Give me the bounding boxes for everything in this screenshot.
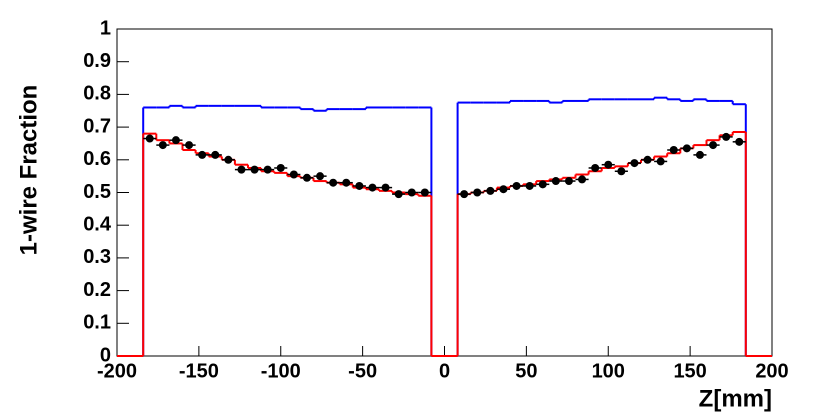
x-tick-label: 200: [755, 360, 788, 382]
data-point: [263, 165, 272, 174]
data-point: [643, 155, 652, 164]
y-tick-label: 0.9: [83, 50, 111, 72]
data-point: [224, 155, 233, 164]
y-tick-label: 1: [100, 17, 111, 39]
y-tick-label: 0.3: [83, 246, 111, 268]
y-tick-label: 0.1: [83, 312, 111, 334]
data-point: [735, 137, 744, 146]
data-point: [551, 177, 560, 186]
data-point: [171, 136, 180, 145]
data-point: [630, 159, 639, 168]
data-point: [578, 175, 587, 184]
data-point: [316, 172, 325, 181]
data-point: [185, 141, 194, 150]
data-point: [473, 188, 482, 197]
data-point: [355, 181, 364, 190]
y-tick-label: 0.7: [83, 115, 111, 137]
data-point: [669, 145, 678, 154]
data-point: [289, 170, 298, 179]
data-point: [420, 188, 429, 197]
data-point: [512, 181, 521, 190]
y-axis-label: 1-wire Fraction: [15, 85, 42, 256]
x-tick-label: 100: [592, 360, 625, 382]
data-point: [237, 165, 246, 174]
x-tick-label: -150: [179, 360, 219, 382]
data-point: [682, 144, 691, 153]
data-point: [538, 180, 547, 189]
data-point: [695, 150, 704, 159]
y-tick-label: 0.6: [83, 148, 111, 170]
data-point: [368, 183, 377, 192]
data-point: [486, 186, 495, 195]
data-point: [656, 157, 665, 166]
x-tick-label: 0: [439, 360, 450, 382]
y-tick-label: 0.5: [83, 181, 111, 203]
y-tick-label: 0: [100, 344, 111, 366]
data-point: [250, 165, 259, 174]
data-point: [722, 132, 731, 141]
data-point: [329, 178, 338, 187]
data-point: [604, 160, 613, 169]
data-point: [302, 173, 311, 182]
plot-frame: [116, 28, 773, 357]
data-point: [525, 181, 534, 190]
data-point: [407, 188, 416, 197]
data-point: [158, 141, 167, 150]
data-point: [381, 183, 390, 192]
x-tick-label: -50: [348, 360, 377, 382]
data-point: [709, 141, 718, 150]
data-point: [591, 163, 600, 172]
data-point: [198, 150, 207, 159]
x-tick-label: -100: [261, 360, 301, 382]
y-tick-label: 0.8: [83, 83, 111, 105]
data-point: [211, 150, 220, 159]
data-point: [617, 167, 626, 176]
y-tick-label: 0.2: [83, 279, 111, 301]
x-tick-label: 150: [673, 360, 706, 382]
data-point: [394, 190, 403, 199]
data-point: [276, 163, 285, 172]
data-point: [145, 134, 154, 143]
y-tick-label: 0.4: [83, 213, 112, 235]
data-point: [564, 177, 573, 186]
data-point: [460, 190, 469, 199]
x-tick-label: -200: [97, 360, 137, 382]
x-tick-label: 50: [515, 360, 537, 382]
x-axis-label: Z[mm]: [699, 385, 772, 412]
data-point: [499, 185, 508, 194]
data-point: [342, 178, 351, 187]
